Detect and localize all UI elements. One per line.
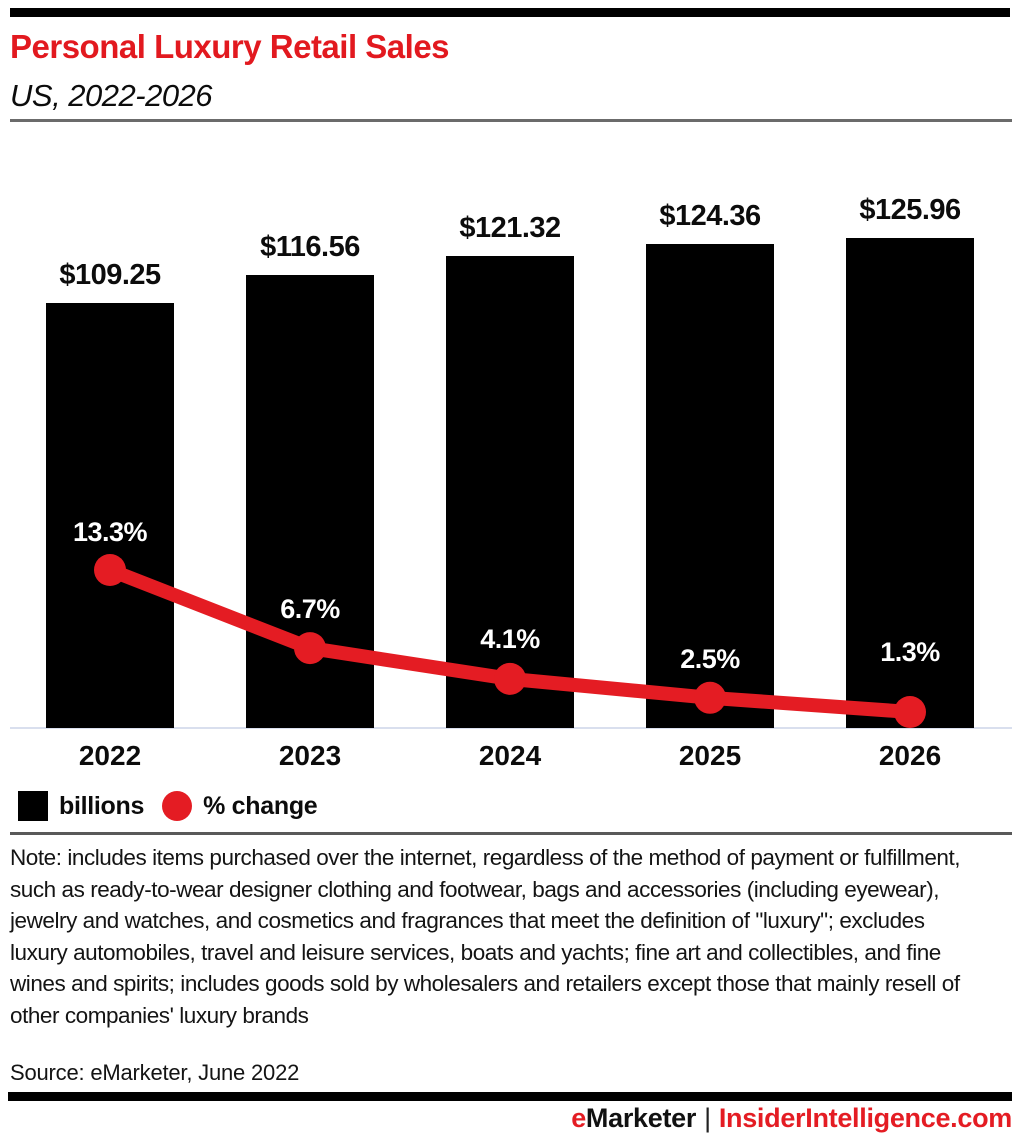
legend-divider xyxy=(10,832,1012,835)
pct-label-2022: 13.3% xyxy=(72,517,148,547)
bar-value-label: $109.25 xyxy=(59,259,161,291)
emarketer-logo: eMarketer xyxy=(571,1103,696,1133)
bar-2022 xyxy=(46,303,174,728)
x-tick-2022: 2022 xyxy=(78,740,142,771)
legend-item-billions: billions xyxy=(18,791,144,821)
bar-2025 xyxy=(646,244,774,728)
source-line: Source: eMarketer, June 2022 xyxy=(10,1060,300,1085)
line-marker-2022 xyxy=(94,554,126,586)
bar-2026 xyxy=(846,238,974,728)
top-black-rule xyxy=(10,8,1010,17)
line-marker-2024 xyxy=(494,662,526,695)
bar-value-label: $116.56 xyxy=(260,231,360,263)
chart-legend: billions % change xyxy=(18,789,318,823)
combo-chart: $109.25 2022 $116.56 2023 $121.32 2024 $124.36… xyxy=(10,194,1012,771)
x-axis-line xyxy=(10,727,1012,729)
x-tick-2025: 2025 xyxy=(678,740,742,771)
line-marker-2025 xyxy=(694,681,726,714)
footer-separator: | xyxy=(704,1103,711,1133)
emarketer-rest: Marketer xyxy=(585,1103,697,1133)
emarketer-e: e xyxy=(571,1103,586,1133)
x-tick-2024: 2024 xyxy=(478,740,542,771)
legend-label: % change xyxy=(203,791,318,820)
pct-label-2023: 6.7% xyxy=(280,594,340,625)
line-marker-swatch-icon xyxy=(162,791,193,821)
pct-label-2026: 1.3% xyxy=(880,637,940,667)
bar-value-label: $124.36 xyxy=(659,200,761,232)
pct-change-line xyxy=(94,554,926,728)
pct-label-2024: 4.1% xyxy=(480,623,540,654)
line-marker-2026 xyxy=(894,696,926,728)
bar-value-label: $121.32 xyxy=(459,212,561,244)
header-divider xyxy=(10,119,1012,122)
insiderintelligence-link[interactable]: InsiderIntelligence.com xyxy=(718,1103,1012,1133)
legend-item-pct-change: % change xyxy=(162,791,318,821)
bar-swatch-icon xyxy=(18,791,48,821)
line-marker-2023 xyxy=(294,632,326,665)
page-subtitle: US, 2022-2026 xyxy=(10,78,213,113)
x-tick-2023: 2023 xyxy=(278,740,342,771)
footer-black-rule xyxy=(8,1092,1012,1101)
footer-branding: eMarketer | InsiderIntelligence.com xyxy=(571,1103,1012,1134)
x-tick-2026: 2026 xyxy=(878,740,942,771)
footnote: Note: includes items purchased over the … xyxy=(10,845,961,1028)
page-title: Personal Luxury Retail Sales xyxy=(10,28,450,65)
bar-2024 xyxy=(446,256,574,728)
pct-label-2025: 2.5% xyxy=(680,643,740,674)
bar-value-label: $125.96 xyxy=(859,194,961,226)
legend-label: billions xyxy=(59,791,145,820)
